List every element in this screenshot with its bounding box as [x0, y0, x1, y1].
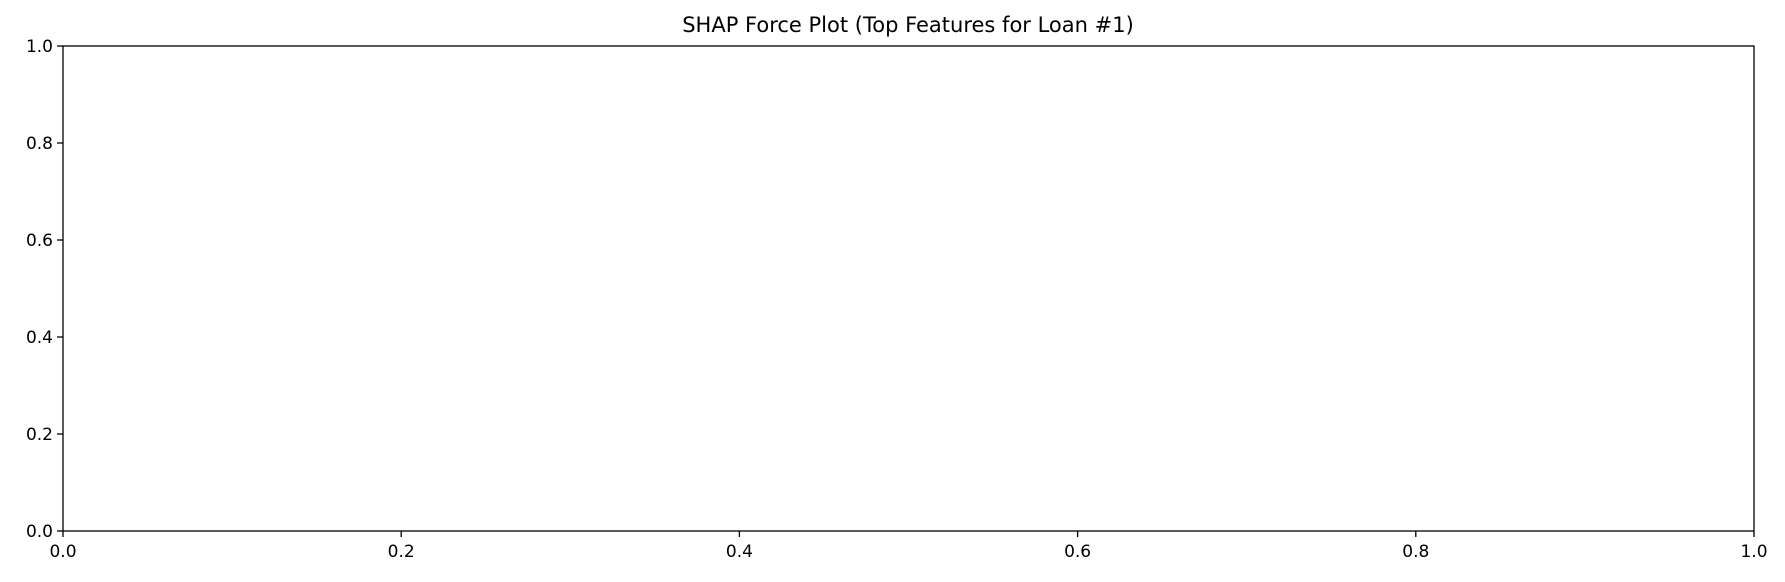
x-tick-label: 0.2 — [388, 542, 415, 562]
x-axis: 0.0 0.2 0.4 0.6 0.8 1.0 — [49, 531, 1768, 562]
y-tick-label: 0.0 — [26, 522, 53, 542]
x-tick-label: 1.0 — [1740, 542, 1767, 562]
chart-title: SHAP Force Plot (Top Features for Loan #… — [682, 13, 1134, 37]
x-tick-label: 0.4 — [726, 542, 753, 562]
plot-area-frame — [62, 45, 1755, 532]
y-tick-label: 0.4 — [26, 328, 53, 348]
y-tick-label: 0.6 — [26, 231, 53, 251]
y-axis: 0.0 0.2 0.4 0.6 0.8 1.0 — [26, 37, 63, 542]
x-tick-label: 0.8 — [1402, 542, 1429, 562]
y-tick-label: 1.0 — [26, 37, 53, 57]
x-tick-label: 0.6 — [1064, 542, 1091, 562]
y-tick-label: 0.8 — [26, 134, 53, 154]
x-tick-label: 0.0 — [49, 542, 76, 562]
y-tick-label: 0.2 — [26, 425, 53, 445]
